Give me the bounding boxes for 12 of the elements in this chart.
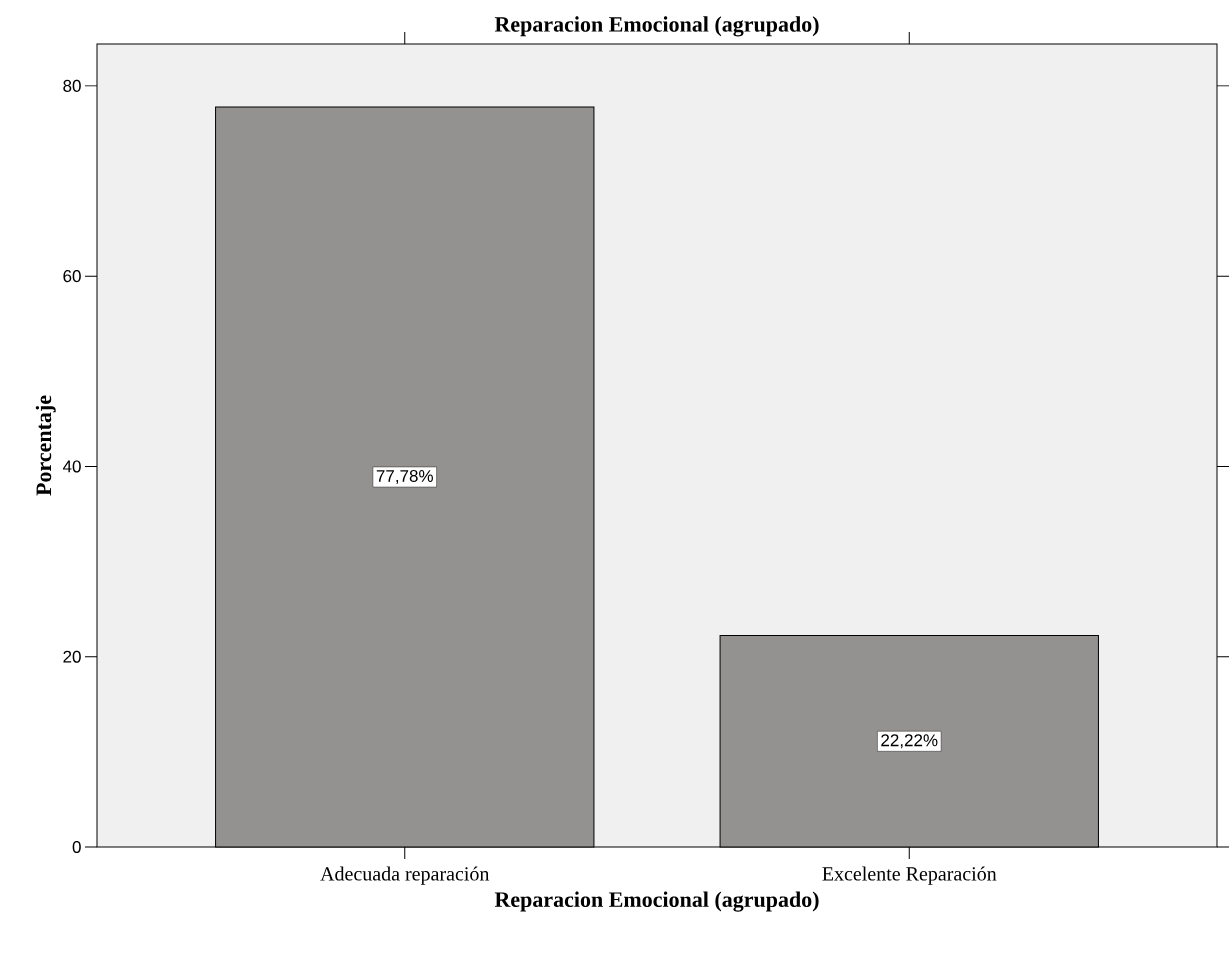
data-label: 22,22% — [881, 734, 938, 749]
y-tick-label: 80 — [63, 79, 81, 92]
y-axis-title: Porcentaje — [35, 395, 56, 496]
y-tick-label: 0 — [72, 840, 81, 854]
data-label: 77,78% — [376, 469, 433, 485]
y-tick-label: 20 — [63, 650, 81, 663]
x-axis-title: Reparacion Emocional (agrupado) — [494, 891, 819, 912]
x-tick-label: Excelente Reparación — [822, 866, 997, 885]
y-tick-label: 40 — [62, 460, 81, 473]
y-tick-label: 60 — [63, 270, 81, 283]
chart-title: Reparacion Emocional (agrupado) — [494, 16, 819, 37]
x-tick-label: Adecuada reparación — [320, 866, 490, 885]
